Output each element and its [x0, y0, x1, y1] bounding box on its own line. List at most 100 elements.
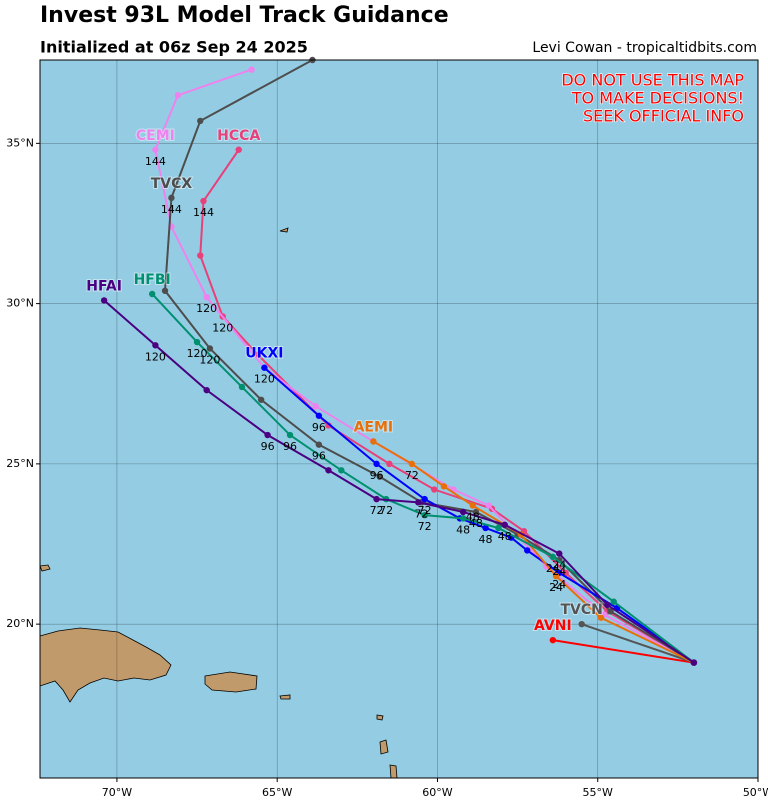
x-tick-label: 55°W [583, 786, 613, 799]
island [379, 739, 389, 755]
model-name: AEMI [354, 419, 394, 435]
forecast-hour-label: 48 [466, 511, 480, 524]
track-point [472, 508, 480, 516]
forecast-hour-label: 72 [414, 507, 428, 520]
track-point [552, 572, 560, 580]
forecast-hour-label: 48 [498, 530, 512, 543]
forecast-hour-label: 24 [549, 581, 563, 594]
track-point [524, 547, 531, 554]
forecast-hour-label: 48 [479, 533, 493, 546]
track-line [372, 440, 695, 664]
track-point [257, 396, 265, 403]
warning-line: TO MAKE DECISIONS! [571, 89, 744, 108]
track-labels: AVNITVCN120144HCCA120144CEMI244872961201… [85, 127, 604, 635]
forecast-hour-label: 24 [546, 562, 560, 575]
track-point [193, 338, 201, 346]
island [39, 564, 51, 572]
forecast-hour-label: 120 [187, 347, 208, 360]
forecast-hour-label: 48 [469, 517, 483, 530]
track-point [469, 502, 476, 509]
track-point [203, 293, 210, 301]
hispaniola [39, 627, 172, 703]
track-point [501, 521, 508, 528]
track-point [203, 386, 210, 394]
track-point [152, 146, 159, 153]
forecast-hour-label: 72 [370, 504, 384, 517]
track-point [315, 412, 323, 419]
track-point [415, 499, 422, 506]
track-point [161, 287, 169, 294]
track-point [373, 460, 380, 468]
track-point [168, 194, 175, 202]
x-tick-label: 60°W [422, 786, 452, 799]
title: Invest 93L Model Track Guidance [40, 3, 449, 28]
track-point [459, 508, 467, 516]
track-line [151, 293, 695, 664]
track-point [238, 383, 246, 391]
track-point [152, 342, 159, 349]
track-point [482, 524, 489, 532]
track-point [578, 620, 585, 628]
forecast-hour-label: 120 [254, 373, 275, 386]
model-name: TVCX [151, 176, 193, 192]
warning-line: SEEK OFFICIAL INFO [583, 107, 744, 126]
track-point [286, 431, 294, 439]
forecast-hour-label: 120 [199, 353, 220, 366]
track-point [235, 146, 242, 153]
forecast-hour-label: 96 [370, 469, 384, 482]
forecast-hour-label: 96 [283, 440, 297, 453]
track-point [549, 636, 557, 644]
track-point [408, 460, 416, 468]
track-point [264, 431, 271, 439]
track-point [421, 495, 428, 503]
track-point [610, 598, 617, 605]
island [376, 714, 384, 721]
forecast-hour-label: 24 [552, 565, 566, 578]
track-point [338, 467, 345, 474]
forecast-hour-label: 144 [193, 206, 214, 219]
forecast-hour-label: 120 [196, 302, 217, 315]
forecast-hour-label: 120 [212, 321, 233, 334]
track-point [597, 614, 605, 621]
forecast-hour-label: 96 [261, 440, 275, 453]
track-point [200, 197, 207, 205]
forecast-hour-label: 24 [552, 559, 566, 572]
subtitle: Initialized at 06z Sep 24 2025 [40, 38, 308, 57]
track-point [556, 550, 563, 557]
x-tick-label: 50°W [743, 786, 768, 799]
track-point [485, 502, 492, 509]
forecast-hour-label: 144 [161, 203, 182, 216]
track-point [312, 402, 319, 410]
model-name: HFBI [134, 272, 171, 288]
model-name: UKXI [245, 346, 283, 362]
track-point [421, 511, 428, 519]
track-point [495, 524, 502, 532]
track-point [562, 569, 569, 577]
forecast-hour-label: 96 [312, 450, 326, 463]
model-name: CEMI [136, 128, 175, 144]
island [279, 227, 289, 233]
track-line [552, 639, 695, 664]
track-point [100, 297, 108, 304]
track-line [581, 623, 695, 664]
track-point [459, 515, 467, 522]
land [39, 227, 398, 779]
island [389, 764, 398, 779]
track-point [248, 66, 255, 73]
track-point [373, 495, 380, 503]
track-point [148, 290, 156, 298]
warning-line: DO NOT USE THIS MAP [561, 71, 744, 90]
puerto-rico [204, 671, 258, 693]
track-point [315, 441, 323, 448]
model-name: HFAI [86, 278, 122, 294]
track-point [376, 473, 383, 480]
track-point [325, 467, 332, 474]
track-point [197, 117, 204, 125]
y-tick-label: 20°N [6, 617, 34, 630]
tracks [100, 56, 698, 666]
forecast-hour-label: 72 [418, 520, 432, 533]
track-point [370, 438, 377, 445]
forecast-hour-label: 72 [379, 504, 393, 517]
track-point [261, 364, 268, 371]
